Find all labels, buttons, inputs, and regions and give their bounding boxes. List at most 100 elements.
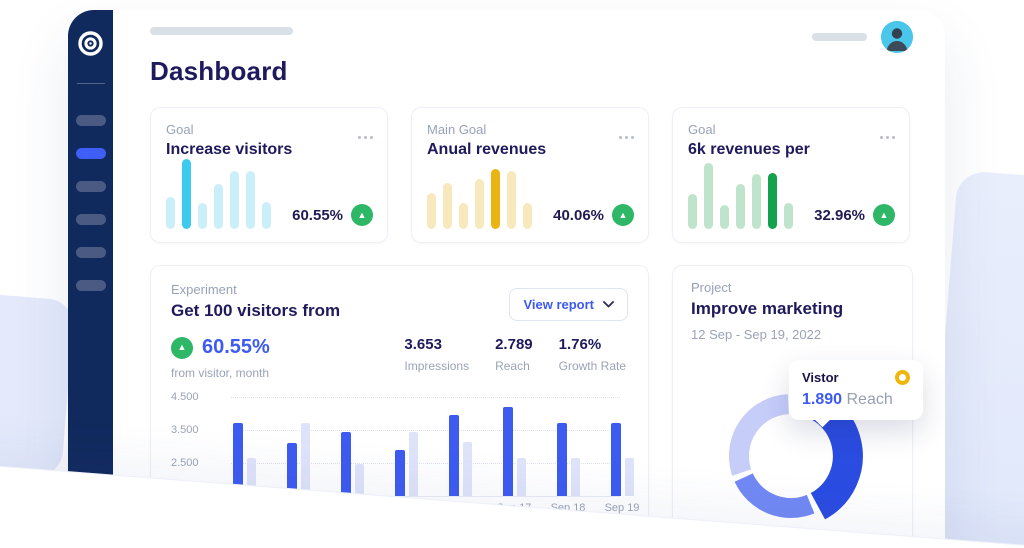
chart-bar xyxy=(463,442,472,496)
sidebar-item-5[interactable] xyxy=(75,247,106,258)
mini-bar xyxy=(523,203,532,229)
stat-label: Impressions xyxy=(404,359,470,373)
goal-cards-row: Goal Increase visitors 60.55% ▲ Main Goa… xyxy=(150,107,945,243)
main-stat: ▲ 60.55% from visitor, month xyxy=(171,336,270,380)
trend-up-badge: ▲ xyxy=(873,204,895,226)
chart-bar xyxy=(503,407,513,496)
card-menu-button[interactable] xyxy=(619,136,634,139)
decor-shape-left xyxy=(0,291,75,479)
tooltip-value: 1.890 xyxy=(802,391,843,408)
mini-bar xyxy=(246,171,255,229)
chart-bar xyxy=(571,458,580,496)
chart-bar xyxy=(233,423,243,496)
target-ring-icon xyxy=(895,370,910,385)
card-label: Experiment xyxy=(171,282,237,297)
trend-up-badge: ▲ xyxy=(171,336,193,359)
goal-percent: 32.96% xyxy=(814,206,865,224)
gridline xyxy=(231,463,620,464)
chart-bar xyxy=(449,415,459,496)
card-title: Increase visitors xyxy=(166,141,293,158)
chart-bar xyxy=(301,423,310,496)
app-logo-target-icon xyxy=(78,31,103,56)
goal-card-anual-revenues: Main Goal Anual revenues 40.06% ▲ xyxy=(411,107,649,243)
card-menu-button[interactable] xyxy=(358,136,373,139)
card-label: Project xyxy=(691,280,732,295)
card-title: Anual revenues xyxy=(427,141,547,158)
project-date-range: 12 Sep - Sep 19, 2022 xyxy=(691,327,822,342)
card-label: Goal xyxy=(166,122,194,137)
sidebar-item-4[interactable] xyxy=(75,214,106,225)
goal-card-6k-revenues: Goal 6k revenues per 32.96% ▲ xyxy=(672,107,910,243)
chart-bar xyxy=(409,432,418,496)
mini-bar xyxy=(491,169,500,229)
topbar-skeleton xyxy=(812,33,867,41)
chart-bar xyxy=(395,450,405,496)
chart-bar xyxy=(625,458,634,496)
y-axis-tick-label: 2.500 xyxy=(171,457,199,469)
breadcrumb-skeleton xyxy=(150,27,293,35)
mini-bar xyxy=(507,171,516,229)
mini-bar xyxy=(720,205,729,229)
stat-label: Reach xyxy=(495,359,530,373)
tooltip-unit: Reach xyxy=(846,391,893,408)
mini-bar-chart xyxy=(166,157,271,229)
main-stat-caption: from visitor, month xyxy=(171,366,270,380)
chart-bar xyxy=(611,423,621,496)
gridline xyxy=(231,496,620,497)
donut-segment-segment-3 xyxy=(729,394,790,476)
mini-bar xyxy=(230,171,239,229)
mini-bar xyxy=(475,179,484,229)
tooltip-title: Vistor xyxy=(802,370,839,385)
card-title: Improve marketing xyxy=(691,299,844,318)
goal-percent: 60.55% xyxy=(292,206,343,224)
mini-bar xyxy=(752,174,761,229)
y-axis-tick-label: 4.500 xyxy=(171,391,199,403)
mini-bar xyxy=(688,194,697,229)
view-report-button[interactable]: View report xyxy=(509,288,628,321)
sidebar-item-2[interactable] xyxy=(75,148,106,159)
chart-bar xyxy=(557,423,567,496)
stat-value: 3.653 xyxy=(404,336,442,353)
mini-bar xyxy=(736,184,745,229)
gridline xyxy=(231,430,620,431)
mini-bar xyxy=(784,203,793,229)
card-menu-button[interactable] xyxy=(880,136,895,139)
card-title: 6k revenues per xyxy=(688,141,810,158)
card-label: Goal xyxy=(688,122,716,137)
chart-bar xyxy=(341,432,351,496)
chevron-down-icon xyxy=(603,301,614,308)
mini-bar xyxy=(443,183,452,229)
goal-percent: 40.06% xyxy=(553,206,604,224)
chart-bar xyxy=(247,458,256,496)
mini-bar xyxy=(166,197,175,229)
avatar-person-icon xyxy=(881,21,913,53)
stat-value: 1.76% xyxy=(558,336,602,353)
mini-bar xyxy=(182,159,191,229)
app-window: Dashboard Goal Increase visitors 60.55% … xyxy=(68,10,945,548)
x-axis-tick-label: Sep 19 xyxy=(604,502,640,514)
stat-label: Growth Rate xyxy=(558,359,626,373)
mini-bar-chart xyxy=(427,157,532,229)
gridline xyxy=(231,397,620,398)
y-axis-tick-label: 3.500 xyxy=(171,424,199,436)
sidebar xyxy=(68,10,113,548)
sidebar-item-1[interactable] xyxy=(75,115,106,126)
topbar xyxy=(150,10,945,53)
project-card: Project Improve marketing 12 Sep - Sep 1… xyxy=(672,265,923,548)
mini-bar xyxy=(704,163,713,229)
mini-bar xyxy=(262,202,271,229)
view-report-label: View report xyxy=(523,297,594,312)
sidebar-item-6[interactable] xyxy=(75,280,106,291)
trend-up-badge: ▲ xyxy=(612,204,634,226)
donut-tooltip: Vistor 1.890 Reach xyxy=(789,360,923,428)
goal-card-increase-visitors: Goal Increase visitors 60.55% ▲ xyxy=(150,107,388,243)
user-avatar[interactable] xyxy=(881,21,913,53)
sidebar-item-3[interactable] xyxy=(75,181,106,192)
mini-bar xyxy=(427,193,436,229)
stat-value: 2.789 xyxy=(495,336,533,353)
chart-bar xyxy=(355,464,364,496)
chart-bar xyxy=(287,443,297,496)
chart-bar xyxy=(517,458,526,496)
experiment-stats-row: ▲ 60.55% from visitor, month 3.653 Impre… xyxy=(171,336,628,380)
